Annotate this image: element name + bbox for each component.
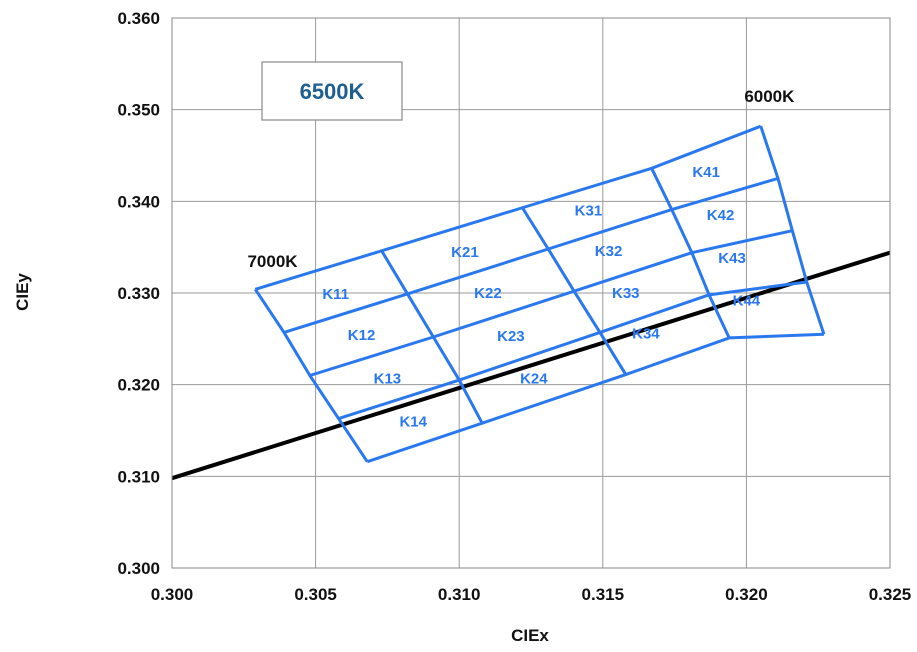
y-axis-title: CIEy: [13, 273, 32, 311]
bin-label-k32: K32: [595, 243, 623, 260]
bin-grid-col-line-4: [759, 125, 826, 335]
y-tick-label-3: 0.330: [117, 284, 160, 303]
bin-label-k42: K42: [707, 207, 735, 224]
y-tick-labels: 0.300 0.310 0.320 0.330 0.340 0.350 0.360: [117, 9, 160, 578]
bin-label-k14: K14: [399, 413, 427, 430]
y-tick-label-4: 0.340: [117, 192, 160, 211]
bin-label-k12: K12: [348, 327, 376, 344]
bin-label-k33: K33: [612, 285, 640, 302]
bin-label-k13: K13: [374, 370, 402, 387]
plot-frame: [171, 17, 891, 569]
boxed-label-text: 6500K: [300, 79, 365, 104]
x-axis-title: CIEx: [511, 626, 549, 645]
boxed-label-frame: [261, 61, 403, 121]
bin-grid-col-line-3: [650, 167, 731, 339]
cct-annotation-1: 6000K: [744, 87, 795, 106]
y-tick-label-6: 0.360: [117, 9, 160, 28]
bin-grid-col-line-2: [521, 206, 628, 376]
bin-label-k11: K11: [322, 286, 349, 303]
bin-label-k24: K24: [520, 370, 548, 387]
bin-label-k34: K34: [632, 325, 660, 342]
boxed-label: 6500K: [261, 61, 403, 121]
y-tick-label-0: 0.300: [117, 559, 160, 578]
y-tick-label-2: 0.320: [117, 376, 160, 395]
x-tick-labels: 0.300 0.305 0.310 0.315 0.320 0.325: [151, 585, 912, 604]
label-layer: K11 K12 K13 K14 K21 K22 K23 K24 K31 K32 K33 K34 K41 K…: [247, 87, 795, 430]
cct-annotation-0: 7000K: [247, 252, 298, 271]
bin-label-k41: K41: [692, 164, 720, 181]
bin-grid-layer: [254, 124, 826, 464]
x-tick-label-2: 0.310: [438, 585, 481, 604]
x-tick-label-3: 0.315: [582, 585, 625, 604]
bin-label-k22: K22: [474, 285, 502, 302]
planckian-locus-line: [171, 250, 891, 481]
bin-label-k44: K44: [733, 292, 761, 309]
planckian-locus-layer: [171, 250, 891, 481]
x-tick-label-0: 0.300: [151, 585, 194, 604]
y-tick-label-5: 0.350: [117, 101, 160, 120]
bin-label-k31: K31: [575, 203, 603, 220]
bin-label-k21: K21: [451, 244, 479, 261]
x-tick-label-1: 0.305: [294, 585, 337, 604]
bin-grid-col-line-1: [380, 250, 484, 424]
y-tick-label-1: 0.310: [117, 467, 160, 486]
x-tick-label-5: 0.325: [869, 585, 912, 604]
bin-grid-row-line-4: [366, 332, 825, 464]
bin-label-k23: K23: [497, 328, 525, 345]
bin-label-k43: K43: [718, 250, 746, 267]
bin-grid-col-line-0: [254, 288, 369, 463]
bin-grid-row-line-0: [254, 124, 762, 291]
x-tick-label-4: 0.320: [725, 585, 768, 604]
